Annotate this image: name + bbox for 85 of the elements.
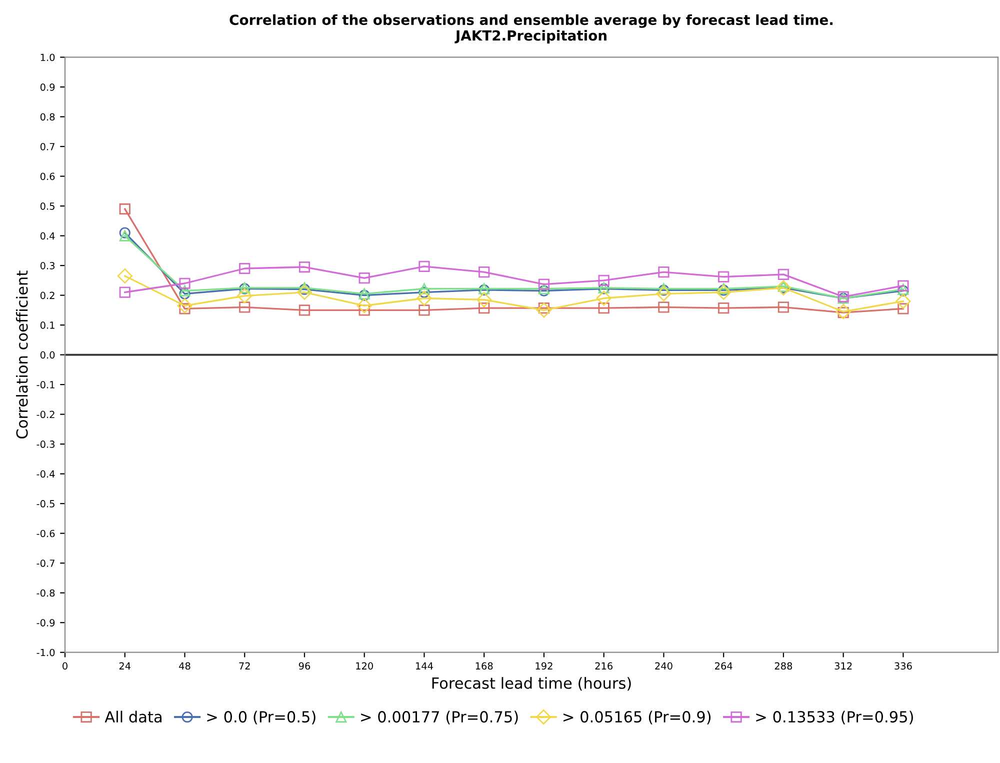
x-tick-label: 216 bbox=[595, 662, 613, 670]
y-tick-label: -0.9 bbox=[36, 619, 55, 626]
point bbox=[658, 302, 670, 313]
legend-label: > 0.13533 (Pr=0.95) bbox=[756, 710, 913, 724]
point bbox=[478, 302, 490, 314]
x-tick-label: 192 bbox=[536, 662, 552, 670]
point bbox=[119, 203, 130, 215]
point bbox=[598, 274, 610, 286]
point bbox=[716, 284, 732, 300]
point bbox=[119, 227, 130, 238]
y-tick-label: -0.5 bbox=[36, 500, 54, 508]
x-tick-label: 120 bbox=[356, 662, 373, 670]
point bbox=[536, 302, 552, 318]
point bbox=[119, 286, 130, 298]
y-tick-label: -0.3 bbox=[36, 440, 54, 448]
x-tick-label: 240 bbox=[655, 662, 672, 670]
x-tick-label: 48 bbox=[179, 662, 190, 670]
x-tick-label: 0 bbox=[62, 662, 68, 670]
x-tick-label: 336 bbox=[894, 662, 912, 670]
point bbox=[718, 271, 730, 282]
x-tick-label: 168 bbox=[476, 662, 493, 670]
point bbox=[898, 280, 909, 292]
point bbox=[898, 303, 909, 314]
y-tick-label: 0.7 bbox=[40, 142, 54, 150]
point bbox=[177, 298, 192, 314]
y-tick-label: 0.2 bbox=[40, 292, 54, 300]
y-tick-label: 0.0 bbox=[40, 351, 55, 359]
point bbox=[358, 272, 370, 284]
point bbox=[117, 268, 132, 284]
point bbox=[239, 302, 250, 313]
y-tick-label: 1.0 bbox=[40, 54, 55, 62]
point bbox=[179, 278, 190, 289]
point bbox=[356, 298, 372, 314]
x-tick-label: 72 bbox=[239, 662, 250, 670]
x-tick-label: 312 bbox=[834, 662, 852, 670]
chart-title: Correlation of the observations and ensemble average by forecast lead time. JAKT2.Precipitation bbox=[230, 14, 833, 44]
y-tick-label: 0.8 bbox=[40, 113, 55, 121]
point bbox=[418, 283, 430, 294]
y-axis-title: Correlation coefficient bbox=[16, 270, 28, 438]
legend-label: > 0.05165 (Pr=0.9) bbox=[564, 710, 711, 724]
point bbox=[718, 302, 730, 314]
point bbox=[418, 286, 430, 298]
point bbox=[296, 284, 312, 300]
point bbox=[179, 288, 190, 300]
legend-label: All data bbox=[104, 710, 162, 723]
y-tick-label: -0.2 bbox=[36, 410, 54, 418]
y-tick-label: 0.9 bbox=[40, 83, 55, 91]
point bbox=[239, 262, 250, 274]
point bbox=[298, 261, 310, 273]
point bbox=[298, 304, 310, 316]
x-tick-label: 264 bbox=[715, 662, 732, 670]
point bbox=[476, 292, 492, 308]
point bbox=[538, 278, 550, 290]
x-tick-label: 24 bbox=[119, 662, 131, 670]
x-axis-title: Forecast lead time (hours) bbox=[432, 677, 631, 691]
point bbox=[778, 302, 790, 313]
y-tick-label: 0.1 bbox=[40, 322, 54, 329]
y-tick-label: -0.4 bbox=[36, 470, 55, 478]
y-tick-label: -0.1 bbox=[36, 381, 54, 388]
y-tick-label: -0.8 bbox=[36, 589, 55, 597]
point bbox=[656, 286, 672, 302]
y-tick-label: 0.3 bbox=[40, 262, 54, 270]
y-tick-label: -0.7 bbox=[36, 560, 54, 567]
point bbox=[598, 302, 610, 314]
point bbox=[658, 266, 670, 278]
point bbox=[896, 294, 911, 309]
y-tick-label: 0.4 bbox=[40, 232, 55, 240]
y-tick-label: -1.0 bbox=[36, 648, 55, 656]
point bbox=[416, 290, 432, 306]
point bbox=[119, 230, 130, 242]
point bbox=[418, 260, 430, 272]
x-tick-label: 96 bbox=[298, 662, 310, 670]
point bbox=[478, 266, 490, 278]
legend-label: > 0.0 (Pr=0.5) bbox=[207, 710, 316, 724]
point bbox=[418, 304, 430, 316]
y-tick-label: -0.6 bbox=[36, 530, 55, 538]
legend-label: > 0.00177 (Pr=0.75) bbox=[361, 710, 518, 724]
x-tick-label: 144 bbox=[416, 662, 433, 670]
point bbox=[596, 290, 612, 306]
y-tick-label: 0.5 bbox=[40, 202, 54, 210]
point bbox=[778, 268, 790, 280]
point bbox=[237, 288, 252, 304]
point bbox=[179, 285, 190, 296]
x-tick-label: 288 bbox=[774, 662, 792, 670]
y-tick-label: 0.6 bbox=[40, 172, 55, 180]
